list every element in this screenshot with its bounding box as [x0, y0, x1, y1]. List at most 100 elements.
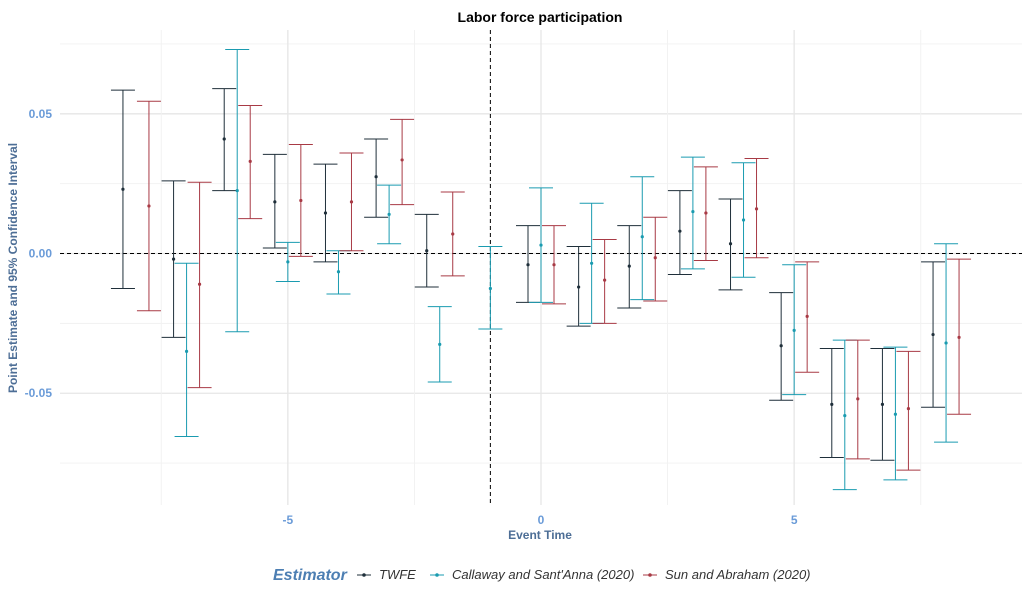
errorbar — [414, 213, 439, 288]
errorbar — [275, 241, 300, 282]
point-estimate — [299, 198, 303, 203]
legend-title: Estimator — [273, 567, 348, 584]
series-2 — [174, 49, 959, 491]
point-estimate — [856, 397, 860, 401]
errorbar — [238, 104, 263, 220]
errorbar — [326, 250, 351, 295]
point-estimate — [931, 332, 935, 337]
errorbar — [542, 225, 566, 305]
errorbar — [947, 258, 972, 415]
chart-title: Labor force participation — [458, 9, 623, 25]
errorbar — [262, 153, 287, 249]
point-estimate — [893, 412, 898, 416]
point-estimate — [248, 159, 252, 163]
point-estimate — [336, 270, 341, 274]
errorbar — [427, 306, 452, 383]
errorbar — [870, 348, 895, 461]
errorbar — [566, 246, 591, 327]
y-tick-label: 0.05 — [29, 107, 53, 121]
x-tick-label: 5 — [791, 513, 798, 527]
point-estimate — [451, 232, 455, 236]
point-estimate — [843, 413, 847, 418]
point-estimate — [438, 342, 442, 346]
legend-item: TWFE — [357, 567, 416, 582]
errorbar — [225, 49, 250, 333]
point-estimate — [171, 257, 176, 261]
errorbar — [529, 187, 553, 303]
errorbar — [896, 350, 921, 471]
errorbar — [364, 138, 389, 218]
errorbar — [731, 162, 756, 278]
series-3 — [136, 100, 972, 471]
point-estimate — [488, 286, 492, 291]
errorbar — [630, 176, 655, 301]
point-estimate — [830, 402, 834, 407]
errorbar — [161, 180, 186, 338]
point-estimate — [400, 158, 404, 162]
errorbar — [769, 292, 794, 401]
errorbar — [592, 239, 617, 324]
point-estimate — [944, 341, 948, 345]
errorbar — [478, 246, 503, 330]
x-tick-label: 0 — [538, 513, 545, 527]
point-estimate — [323, 211, 328, 215]
point-estimate — [691, 210, 695, 214]
legend-key-point — [435, 573, 439, 577]
errorbar — [782, 264, 807, 396]
legend-key-point — [362, 573, 366, 577]
errorbar — [516, 225, 540, 303]
legend-label: Sun and Abraham (2020) — [665, 567, 811, 582]
legend: Estimator TWFE Callaway and Sant'Anna (20… — [273, 567, 811, 584]
point-estimate — [805, 314, 809, 318]
point-estimate — [906, 407, 911, 411]
point-estimate — [728, 242, 733, 246]
errorbar — [883, 346, 908, 481]
errorbar — [667, 190, 692, 275]
y-axis-title: Point Estimate and 95% Confidence Interv… — [6, 143, 20, 393]
point-estimate — [539, 243, 543, 247]
point-estimate — [197, 282, 202, 286]
x-tick-label: -5 — [283, 513, 294, 527]
errorbar — [795, 261, 820, 373]
point-estimate — [147, 204, 151, 208]
point-estimate — [184, 349, 189, 353]
errorbar — [819, 348, 844, 458]
point-estimate — [640, 235, 644, 239]
point-estimate — [526, 263, 530, 267]
point-estimate — [603, 278, 607, 282]
point-estimate — [779, 344, 783, 348]
point-estimate — [273, 200, 277, 204]
point-estimate — [754, 207, 759, 211]
point-estimate — [387, 212, 391, 217]
point-estimate — [425, 249, 429, 253]
errorbar — [617, 225, 642, 309]
legend-items: TWFE Callaway and Sant'Anna (2020) Sun and… — [357, 567, 811, 582]
errorbar — [579, 202, 604, 324]
errorbar — [288, 144, 313, 257]
errorbar — [187, 181, 212, 389]
y-tick-label: 0.00 — [29, 247, 53, 261]
point-estimate — [286, 260, 290, 264]
errorbar — [339, 152, 364, 252]
errorbar — [313, 163, 338, 263]
series-1 — [110, 88, 946, 461]
x-axis-title: Event Time — [508, 528, 572, 542]
errorbar — [718, 198, 743, 291]
point-estimate — [121, 187, 125, 191]
point-estimate — [235, 189, 239, 193]
errorbar — [377, 184, 402, 245]
errorbar — [921, 261, 946, 408]
errorbar — [934, 243, 959, 443]
legend-item: Callaway and Sant'Anna (2020) — [430, 567, 634, 582]
legend-key-point — [648, 573, 652, 577]
point-estimate — [741, 218, 746, 222]
errorbar — [693, 166, 718, 262]
errorbar — [643, 216, 668, 302]
errorbar — [440, 191, 465, 277]
point-estimate — [552, 263, 556, 267]
y-tick-label: -0.05 — [25, 386, 53, 400]
errorbar — [744, 158, 769, 259]
legend-label: Callaway and Sant'Anna (2020) — [452, 567, 634, 582]
